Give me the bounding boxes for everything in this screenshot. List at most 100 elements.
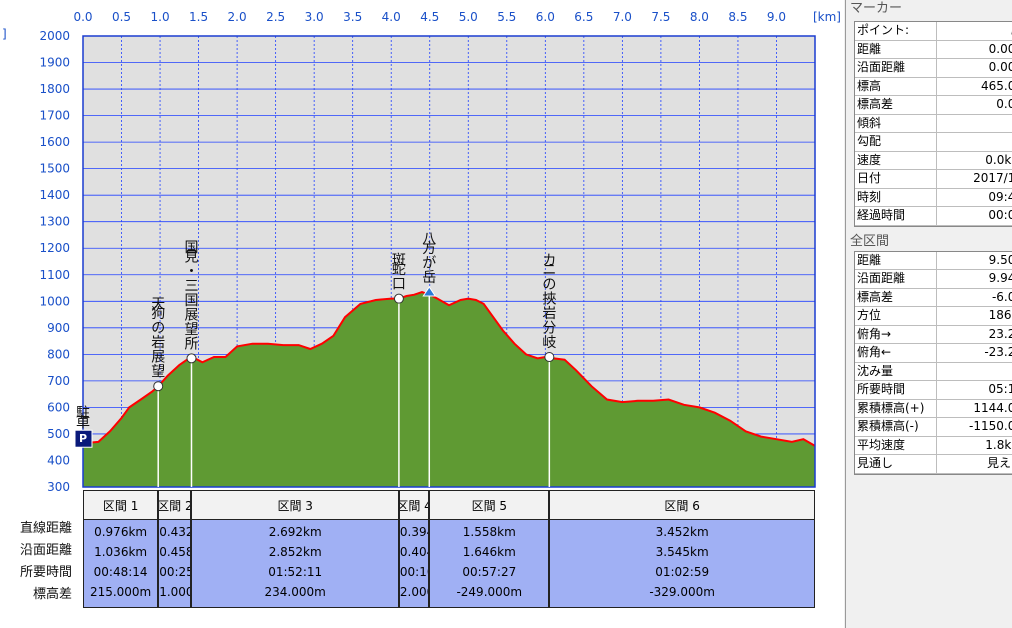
info-value: 9.940 [988,271,1012,285]
x-tick-label: 1.5 [189,10,208,24]
x-tick-label: 0.5 [112,10,131,24]
x-tick-label: 5.0 [459,10,478,24]
info-key: 時刻 [855,188,937,206]
section-header[interactable]: 区間 6 [549,490,815,520]
info-value: 見えま [986,456,1012,470]
x-tick-label: 8.0 [690,10,709,24]
info-key: 経過時間 [855,207,937,225]
profile-area [83,292,815,487]
section-value: 3.452km [655,525,709,539]
section-header[interactable]: 区間 1 [83,490,159,520]
section-header[interactable]: 区間 3 [191,490,399,520]
y-tick-label: 1100 [39,268,70,282]
info-value: 1144.00 [973,400,1012,415]
x-tick-label: 3.0 [305,10,324,24]
info-row: 沿面距離 0.000 [855,59,1012,78]
section-value: 2.000m [399,585,428,599]
left-margin: ] [0,0,74,628]
waypoint-label: 駐車 [76,406,90,432]
info-key: 見通し [855,455,937,473]
info-value: 0.00 [996,97,1012,111]
waypoint-marker[interactable] [393,293,404,304]
section-value: 1.036km [94,545,148,559]
x-unit-label: [km] [813,10,841,24]
total-info-table: 距離9.504沿面距離9.940標高差-6.00方位186.9俯角→23.25俯… [854,250,1012,475]
info-key: 速度 [855,151,937,169]
info-key: 累積標高(-) [855,418,937,436]
waypoint-label: 国見・三国展望所 [184,240,198,352]
info-key: 日付 [855,170,937,188]
y-tick-label: 800 [47,347,70,361]
y-tick-label: 600 [47,400,70,414]
info-value: 9.504 [988,252,1012,267]
section-value: 01:52:11 [268,565,323,579]
info-value: 0.000 [988,41,1012,56]
info-key: 距離 [855,251,937,269]
section-value: 234.000m [264,585,326,599]
info-row: 勾配0 [855,133,1012,152]
section-value: 0.404km [399,545,428,559]
info-key: 沿面距離 [855,59,937,77]
info-key: 俯角→ [855,325,937,343]
sections-table: 区間 1 0.976km 1.036km 00:48:14 215.000m 区間 2 0.… [74,490,844,610]
section-value: 01:02:59 [655,565,710,579]
info-value: 駐 [937,22,1012,40]
y-tick-label: 1000 [39,294,70,308]
x-tick-label: 6.0 [536,10,555,24]
elevation-profile-view[interactable]: 0.0 0.5 1.0 1.5 2.0 2.5 3.0 3.5 4.0 4.5 5.0 5.5 6.0 6… [39,0,844,628]
total-panel-title: 全区間 [850,233,890,249]
row-label-elevation-diff: 標高差 [32,587,72,602]
section-value: 1.000m [159,585,190,599]
info-key: 標高差 [855,96,937,114]
waypoint-marker[interactable] [544,352,555,363]
info-key: 勾配 [855,133,937,151]
section-value: -249.000m [456,585,523,599]
info-value: 465.00 [981,78,1012,93]
summit-icon[interactable] [422,286,437,297]
info-row: 俯角← -23.25 [855,344,1012,363]
info-key: 累積標高(+) [855,399,937,417]
info-row: 見通し 見えま [855,455,1012,474]
y-tick-label: 1900 [39,56,70,70]
info-key: 俯角← [855,344,937,362]
waypoint-marker[interactable] [153,381,164,392]
info-row: 標高差 -6.00 [855,288,1012,307]
section-values: 1.558km 1.646km 00:57:27 -249.000m [429,520,550,608]
section-value: 2.692km [268,525,322,539]
row-label-required-time: 所要時間 [19,565,72,580]
section-header[interactable]: 区間 2 [158,490,192,520]
x-tick-label: 7.5 [651,10,670,24]
y-tick-label: 400 [47,453,70,467]
section-header[interactable]: 区間 5 [429,490,550,520]
info-value: 0 [937,133,1012,151]
info-row: ポイント:駐 [855,22,1012,41]
waypoint-label: カニの挾岩分岐 [542,253,556,351]
x-tick-label: 4.5 [420,10,439,24]
x-tick-label: 5.5 [497,10,516,24]
x-tick-label: 3.5 [343,10,362,24]
y-tick-label: 1600 [39,135,70,149]
info-row: 傾斜0 [855,114,1012,133]
section-values: 0.976km 1.036km 00:48:14 215.000m [83,520,159,608]
section-header[interactable]: 区間 4 [398,490,430,520]
section-values: 3.452km 3.545km 01:02:59 -329.000m [549,520,815,608]
section-value: 2.852km [268,545,322,559]
section-row-labels: 直線距離 沿面距離 所要時間 標高差 [0,518,72,608]
info-row: 平均速度 1.8km [855,436,1012,455]
info-key: ポイント: [855,22,937,40]
section-value: 00:48:14 [93,565,148,579]
x-tick-label: 2.5 [266,10,285,24]
section-value: 00:57:27 [462,565,517,579]
waypoint-marker[interactable] [186,353,197,364]
elevation-chart[interactable]: 0.0 0.5 1.0 1.5 2.0 2.5 3.0 3.5 4.0 4.5 5.0 5.5 6.0 6… [39,0,844,495]
x-tick-label: 9.0 [767,10,786,24]
info-row: 日付 2017/12 [855,170,1012,189]
section-value: 0.458km [159,545,190,559]
parking-icon[interactable] [74,429,93,448]
y-tick-label: 1200 [39,241,70,255]
info-row: 距離 0.000 [855,40,1012,59]
info-key: 標高差 [855,288,937,306]
info-row: 標高差 0.00 [855,96,1012,115]
y-tick-label: 300 [47,480,70,494]
info-value: 09:48 [988,189,1012,204]
